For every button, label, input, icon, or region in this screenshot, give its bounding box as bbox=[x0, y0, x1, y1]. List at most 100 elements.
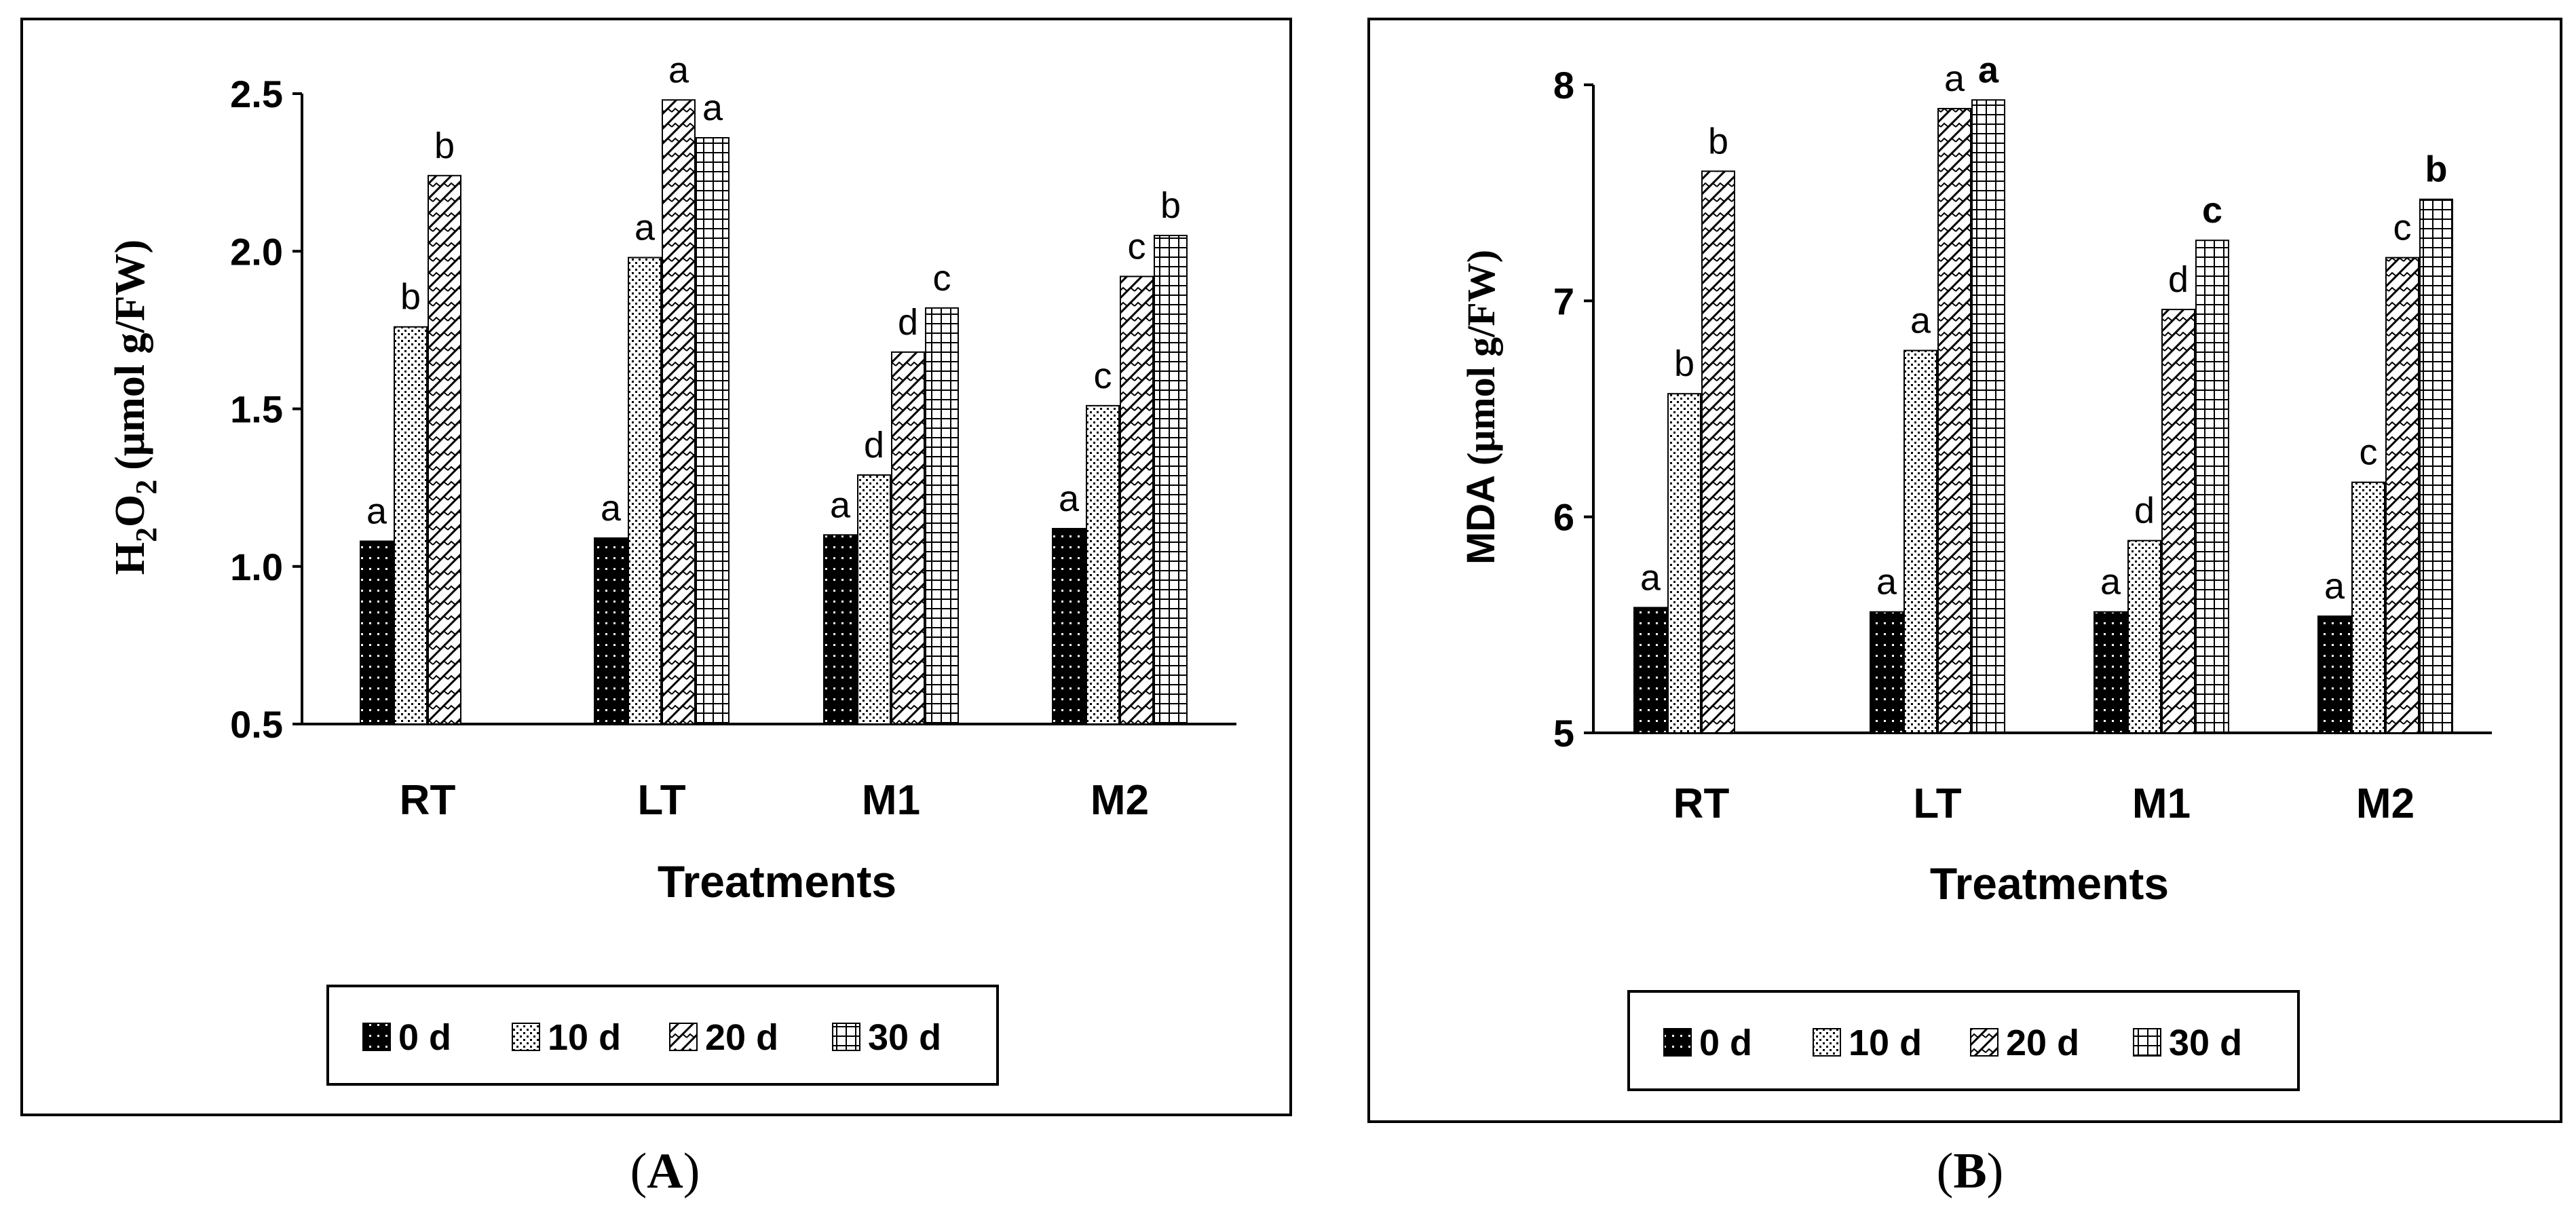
legend-label: 20 d bbox=[2006, 1023, 2079, 1063]
y-tick-label: 1.5 bbox=[230, 388, 283, 431]
bar-M1-20d bbox=[891, 351, 925, 725]
bar-RT-10d bbox=[1667, 393, 1701, 734]
significance-letter: d bbox=[898, 302, 918, 343]
significance-letter: a bbox=[2324, 566, 2345, 607]
significance-letter: a bbox=[1876, 562, 1897, 603]
significance-letter: a bbox=[1640, 557, 1661, 598]
legend-swatch-20d bbox=[669, 1023, 698, 1051]
panel-a-x-axis-title: Treatments bbox=[658, 856, 896, 907]
bar-M2-30d bbox=[2419, 198, 2453, 734]
significance-letter: b bbox=[400, 277, 421, 318]
legend-label: 0 d bbox=[1699, 1023, 1752, 1063]
category-label: RT bbox=[400, 777, 456, 824]
significance-letter: c bbox=[1094, 356, 1112, 396]
legend-swatch-30d bbox=[832, 1023, 860, 1051]
bar-M2-0d bbox=[2317, 615, 2351, 734]
legend-swatch-0d bbox=[362, 1023, 391, 1051]
significance-letter: a bbox=[702, 88, 723, 128]
bar-RT-10d bbox=[394, 326, 428, 725]
category-label: RT bbox=[1673, 780, 1730, 827]
legend-swatch-10d bbox=[512, 1023, 540, 1051]
significance-letter: a bbox=[1944, 58, 1965, 99]
category-label: M1 bbox=[2132, 780, 2191, 827]
legend-swatch-30d bbox=[2133, 1028, 2161, 1057]
bar-RT-0d bbox=[360, 540, 394, 725]
legend-label: 20 d bbox=[705, 1017, 778, 1058]
bar-M1-20d bbox=[2161, 309, 2195, 734]
significance-letter: b bbox=[434, 126, 455, 166]
bar-M2-20d bbox=[2385, 256, 2419, 734]
bar-M2-10d bbox=[2351, 481, 2385, 734]
panel-b-label: (B) bbox=[1937, 1143, 2004, 1199]
bar-M1-30d bbox=[2195, 240, 2229, 734]
significance-letter: a bbox=[601, 488, 622, 529]
legend-label: 10 d bbox=[548, 1017, 621, 1058]
significance-letter: c bbox=[2360, 432, 2378, 473]
y-tick-label: 6 bbox=[1553, 496, 1574, 539]
y-tick-label: 7 bbox=[1553, 280, 1574, 322]
legend-swatch-0d bbox=[1663, 1028, 1692, 1057]
significance-letter: c bbox=[2393, 208, 2412, 248]
legend-label: 30 d bbox=[868, 1017, 941, 1058]
y-tick-label: 0.5 bbox=[230, 703, 283, 746]
category-label: LT bbox=[637, 777, 685, 824]
legend-swatch-20d bbox=[1970, 1028, 1999, 1057]
significance-letter: a bbox=[1910, 301, 1931, 341]
bar-LT-10d bbox=[1903, 349, 1937, 734]
bar-LT-30d bbox=[696, 137, 730, 725]
bar-M2-10d bbox=[1086, 404, 1120, 725]
significance-letter: b bbox=[1708, 121, 1728, 162]
significance-letter: b bbox=[2425, 149, 2448, 190]
y-tick-label: 5 bbox=[1553, 712, 1574, 755]
significance-letter: d bbox=[864, 425, 884, 466]
bar-M1-30d bbox=[925, 307, 959, 725]
panel-b-frame bbox=[1367, 18, 2562, 1123]
bar-M2-20d bbox=[1120, 276, 1154, 725]
bar-M1-0d bbox=[823, 534, 857, 725]
bar-LT-0d bbox=[1870, 611, 1903, 734]
legend-label: 0 d bbox=[398, 1017, 451, 1058]
panel-b-legend-box bbox=[1627, 990, 2300, 1091]
bar-LT-10d bbox=[628, 256, 662, 725]
bar-M1-10d bbox=[857, 474, 891, 725]
panel-a-legend-box bbox=[326, 985, 999, 1086]
significance-letter: a bbox=[830, 484, 851, 525]
panel-b-y-axis-title: MDA(μmol g/FW) bbox=[1459, 250, 1503, 565]
significance-letter: c bbox=[933, 258, 951, 299]
significance-letter: a bbox=[1978, 50, 1999, 90]
significance-letter: c bbox=[1128, 226, 1146, 267]
panel-a-label: (A) bbox=[630, 1143, 700, 1199]
bar-LT-20d bbox=[1937, 108, 1971, 734]
bar-RT-20d bbox=[428, 174, 461, 725]
panel-a-y-axis-title: H2O2(μmol g/FW) bbox=[107, 240, 163, 575]
category-label: M1 bbox=[862, 777, 920, 824]
legend-label: 10 d bbox=[1849, 1023, 1922, 1063]
bar-M2-0d bbox=[1052, 528, 1086, 725]
significance-letter: d bbox=[2168, 259, 2189, 300]
significance-letter: a bbox=[366, 491, 387, 532]
category-label: M2 bbox=[1091, 777, 1149, 824]
significance-letter: d bbox=[2134, 491, 2155, 531]
significance-letter: a bbox=[634, 208, 656, 248]
significance-letter: b bbox=[1674, 343, 1694, 384]
bar-LT-20d bbox=[662, 99, 696, 725]
bar-LT-30d bbox=[1971, 99, 2005, 734]
panel-b-x-axis-title: Treatments bbox=[1930, 858, 2169, 909]
legend-label: 30 d bbox=[2169, 1023, 2242, 1063]
bar-LT-0d bbox=[594, 537, 628, 725]
category-label: M2 bbox=[2356, 780, 2414, 827]
legend-swatch-10d bbox=[1813, 1028, 1841, 1057]
y-tick-label: 1.0 bbox=[230, 546, 283, 588]
panel-a-frame bbox=[20, 18, 1292, 1116]
bar-RT-0d bbox=[1633, 607, 1667, 734]
significance-letter: a bbox=[2100, 562, 2121, 603]
significance-letter: a bbox=[668, 50, 689, 90]
significance-letter: b bbox=[1160, 185, 1181, 226]
significance-letter: a bbox=[1059, 478, 1080, 519]
bar-M1-0d bbox=[2094, 611, 2127, 734]
bar-M2-30d bbox=[1154, 235, 1188, 725]
y-tick-label: 8 bbox=[1553, 64, 1574, 107]
